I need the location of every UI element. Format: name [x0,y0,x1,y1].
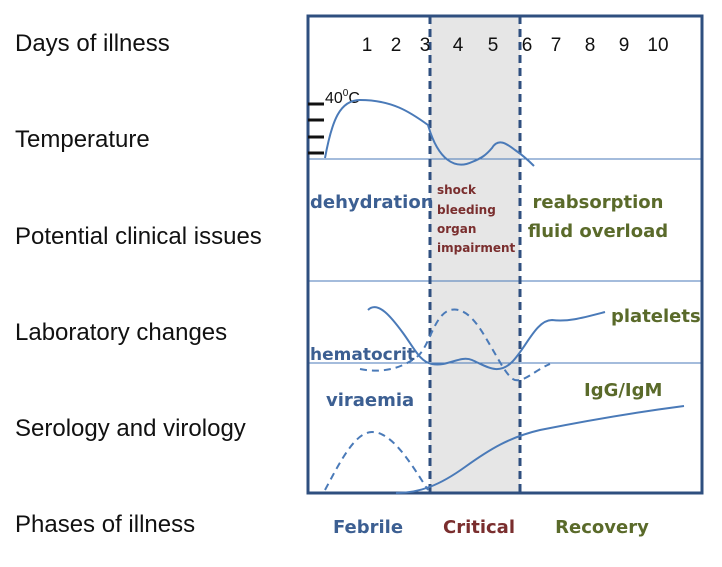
viraemia-label: viraemia [326,390,414,411]
phase-recovery: Recovery [555,517,649,538]
day-10: 10 [647,35,668,56]
day-9: 9 [619,35,630,56]
label-phases-of-illness: Phases of illness [15,511,196,538]
day-6: 6 [522,35,533,56]
igg-igm-curve [395,405,685,494]
clinical-critical-impairment: impairment [437,241,516,255]
temperature-curve [324,98,535,167]
diagram-frame [306,14,704,495]
day-4: 4 [453,35,464,56]
igg-igm-label: IgG/IgM [584,380,662,401]
label-serology-and-virology: Serology and virology [15,415,246,442]
phase-critical: Critical [443,517,515,538]
clinical-critical-shock: shock [437,183,477,197]
label-temperature: Temperature [15,126,150,153]
viraemia-curve [324,430,429,491]
day-7: 7 [551,35,562,56]
platelets-label: platelets [611,306,701,327]
day-8: 8 [585,35,596,56]
day-5: 5 [488,35,499,56]
clinical-recovery-reabsorption: reabsorption [533,192,664,213]
platelets-curve [359,308,551,382]
clinical-critical-bleeding: bleeding [437,203,496,217]
day-3: 3 [420,35,431,56]
label-days-of-illness: Days of illness [15,30,170,57]
critical-phase-shading [430,16,520,493]
clinical-critical-organ: organ [437,222,476,236]
phase-febrile: Febrile [333,517,403,538]
hematocrit-label: hematocrit [310,345,415,365]
label-laboratory-changes: Laboratory changes [15,319,228,346]
clinical-recovery-fluid-overload: fluid overload [528,221,668,242]
day-1: 1 [362,35,373,56]
hematocrit-curve [367,306,606,371]
clinical-febrile-dehydration: dehydration [310,192,434,213]
label-potential-clinical-issues: Potential clinical issues [15,223,262,250]
temperature-40c-label: 400C [325,88,360,107]
day-2: 2 [391,35,402,56]
